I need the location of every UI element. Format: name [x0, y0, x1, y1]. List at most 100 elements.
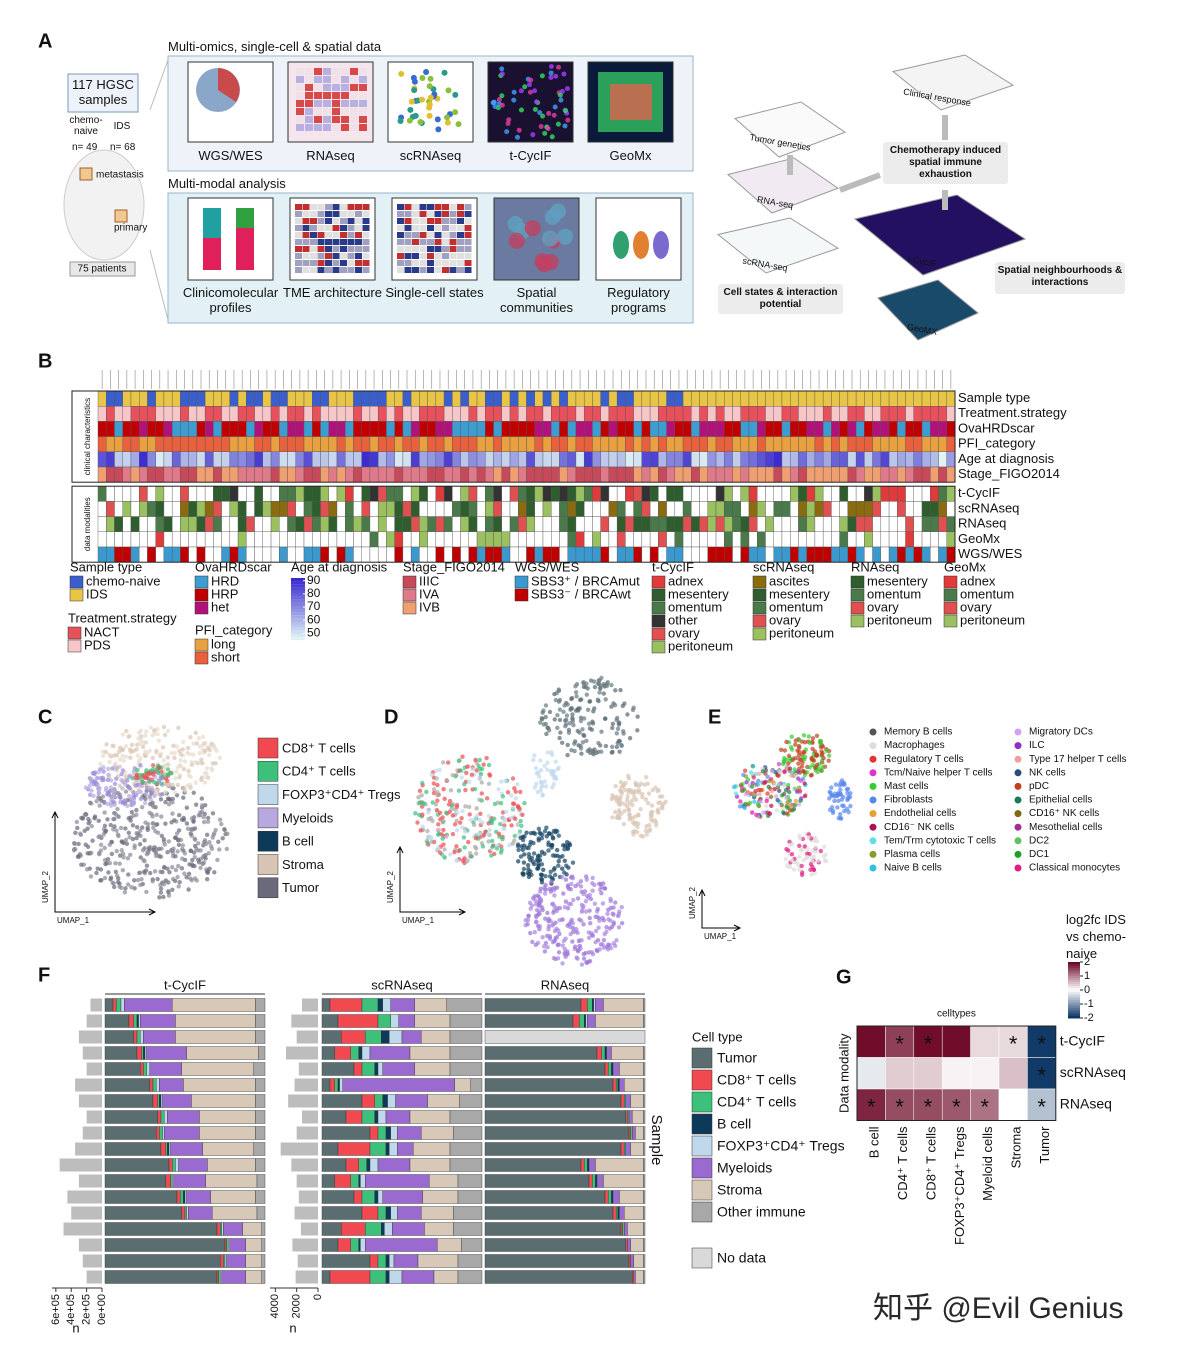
composition-segment: [385, 1206, 392, 1220]
group-n: n= 49: [72, 142, 98, 153]
heatmap-cell: [583, 546, 593, 563]
umap-point: [173, 867, 179, 873]
thumbnail-art: [362, 239, 370, 245]
heatmap-cell: [279, 501, 288, 517]
heatmap-cell: [559, 451, 568, 468]
count-bar: [294, 1078, 318, 1092]
heatmap-cell: [419, 501, 428, 517]
composition-segment: [611, 1046, 644, 1060]
heatmap-cell: [394, 546, 404, 563]
umap-point: [117, 783, 122, 788]
umap-point: [793, 798, 798, 804]
heatmap-cell: [814, 466, 824, 483]
umap-point: [530, 939, 535, 945]
heatmap-cell: [880, 501, 890, 517]
heatmap-cell: [97, 516, 107, 532]
heatmap-cell: [757, 501, 766, 517]
composition-segment: [603, 998, 644, 1012]
heatmap-cell: [724, 486, 733, 502]
heatmap-cell: [526, 451, 535, 468]
composition-segment: [604, 1046, 607, 1060]
heatmap-cell: [493, 486, 502, 502]
thumbnail-art: [434, 260, 442, 266]
legend-swatch: [850, 575, 865, 589]
heatmap-cell: [213, 501, 222, 517]
composition-segment: [136, 1014, 139, 1028]
heatmap-cell: [625, 516, 634, 532]
umap-point: [750, 764, 756, 769]
heatmap-cell: [320, 436, 329, 453]
legend-dot: [869, 755, 877, 763]
umap-point: [189, 760, 194, 765]
umap-point: [191, 850, 197, 855]
thumbnail-art: [518, 107, 524, 113]
umap-point: [175, 782, 181, 788]
thumbnail-art: [325, 246, 332, 252]
umap-point: [543, 940, 549, 946]
umap-point: [486, 813, 492, 819]
umap-point: [581, 891, 586, 897]
legend-swatch: [850, 588, 865, 602]
composition-segment: [484, 1078, 614, 1092]
composition-segment: [199, 1126, 256, 1140]
thumbnail-art: [449, 267, 457, 273]
heatmap-cell: [699, 516, 708, 532]
umap-point: [158, 792, 163, 797]
heatmap-cell: [970, 1088, 1000, 1121]
heatmap-title: celltypes: [937, 1009, 976, 1020]
heatmap-cell: [864, 531, 873, 548]
legend-label: Endothelial cells: [884, 808, 956, 819]
umap-point: [92, 814, 98, 819]
umap-point: [174, 769, 179, 774]
heatmap-cell: [707, 501, 717, 517]
legend-swatch: [943, 575, 958, 589]
composition-segment: [353, 1190, 363, 1204]
umap-point: [429, 839, 435, 844]
umap-point: [178, 752, 184, 757]
thumbnail-art: [355, 246, 362, 252]
heatmap-cell: [188, 466, 198, 483]
heatmap-cell: [822, 486, 832, 502]
legend-label: CD4⁺ T cells: [717, 1094, 796, 1110]
heatmap-cell: [361, 531, 371, 548]
row-label: Stage_FIGO2014: [958, 466, 1060, 481]
heatmap-cell: [221, 406, 231, 422]
umap-point: [575, 896, 581, 901]
heatmap-cell: [336, 516, 346, 532]
umap-point: [151, 731, 157, 736]
umap-point: [838, 815, 843, 821]
umap-point: [91, 793, 96, 799]
heatmap-cell: [369, 531, 379, 548]
umap-point: [559, 866, 565, 871]
heatmap-cell: [171, 486, 181, 502]
heatmap-cell: [600, 390, 610, 407]
heatmap-cell: [460, 486, 470, 502]
umap-point: [602, 886, 607, 891]
umap-point: [450, 831, 456, 837]
composition-segment: [453, 1206, 483, 1220]
umap-point: [616, 925, 622, 930]
composition-segment: [321, 1046, 336, 1060]
umap-point: [154, 812, 159, 818]
umap-point: [579, 902, 585, 908]
heatmap-cell: [616, 436, 626, 453]
composition-segment: [457, 1174, 483, 1188]
heatmap-cell: [139, 531, 148, 548]
composition-segment: [461, 1238, 483, 1252]
umap-point: [194, 741, 199, 746]
composition-segment: [350, 1174, 359, 1188]
thumbnail-art: [464, 232, 472, 238]
composition-segment: [167, 1110, 200, 1124]
composition-segment: [133, 1014, 138, 1028]
umap-point: [463, 804, 468, 809]
umap-point: [222, 827, 227, 832]
heatmap-cell: [345, 421, 354, 437]
umap-point: [845, 786, 851, 792]
colorbar-step: [291, 605, 305, 610]
umap-point: [789, 773, 794, 778]
heatmap-cell: [188, 516, 198, 532]
heatmap-cell: [855, 436, 865, 453]
composition-segment: [184, 1206, 187, 1220]
umap-point: [158, 753, 163, 759]
composition-segment: [104, 1222, 218, 1236]
